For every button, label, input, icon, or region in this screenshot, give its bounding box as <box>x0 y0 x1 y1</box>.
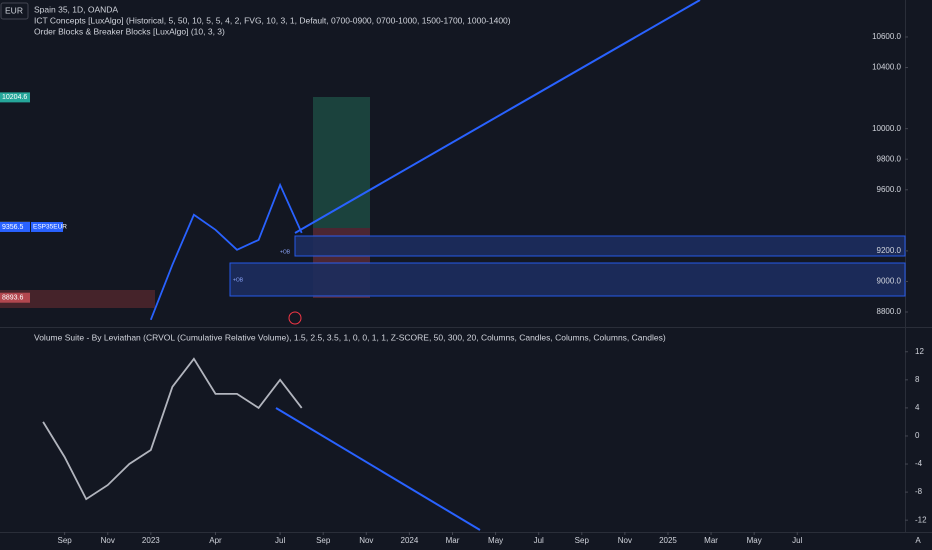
y-tick-label: 0 <box>915 431 920 440</box>
trend-line <box>275 407 481 531</box>
auto-scale[interactable]: A <box>915 536 921 545</box>
x-tick-label: 2023 <box>142 536 160 545</box>
y-tick-label: 9800.0 <box>877 154 902 163</box>
x-tick-label: May <box>747 536 762 545</box>
y-tick-label: -8 <box>915 487 923 496</box>
y-tick-label: 8800.0 <box>877 307 902 316</box>
event-icon[interactable] <box>288 311 302 325</box>
y-tick-label: 12 <box>915 347 924 356</box>
indicator[interactable]: Order Blocks & Breaker Blocks [LuxAlgo] … <box>34 26 225 36</box>
y-tick-label: 9200.0 <box>877 246 902 255</box>
price-tag <box>0 92 30 103</box>
zone-label: +OB <box>280 249 291 255</box>
y-tick-label: 10000.0 <box>872 124 901 133</box>
y-tick-label: 8 <box>915 375 920 384</box>
x-tick-label: Mar <box>704 536 718 545</box>
zone-label: +OB <box>233 277 244 283</box>
x-tick-label: Nov <box>101 536 115 545</box>
ticker-tag <box>31 221 63 232</box>
y-tick-label: 10600.0 <box>872 32 901 41</box>
price-tag-label: 10204.6 <box>2 94 27 101</box>
x-tick-label: Mar <box>446 536 460 545</box>
long-target <box>313 97 370 228</box>
x-tick-label: May <box>488 536 503 545</box>
x-tick-label: Jul <box>534 536 544 545</box>
indicator[interactable]: ICT Concepts [LuxAlgo] (Historical, 5, 5… <box>34 15 511 25</box>
x-tick-label: Nov <box>618 536 632 545</box>
bull-order-block <box>229 262 906 297</box>
trend-line <box>294 0 701 234</box>
price-tag <box>0 292 30 303</box>
y-tick-label: -4 <box>915 459 923 468</box>
y-tick-label: 9000.0 <box>877 277 902 286</box>
indicator[interactable]: Volume Suite - By Leviathan (CRVOL (Cumu… <box>34 332 666 342</box>
x-tick-label: Sep <box>316 536 331 545</box>
currency-box[interactable] <box>0 2 29 20</box>
x-tick-label: 2024 <box>401 536 419 545</box>
series-line <box>149 182 303 321</box>
y-tick-label: 10400.0 <box>872 63 901 72</box>
x-tick-label: 2025 <box>659 536 677 545</box>
x-tick-label: Sep <box>575 536 590 545</box>
x-tick-label: Sep <box>58 536 73 545</box>
price-tag-label: 8893.6 <box>2 295 24 302</box>
price-tag <box>0 221 30 232</box>
x-tick-label: Jul <box>275 536 285 545</box>
ticker-tag-label: ESP35EUR <box>33 224 67 231</box>
price-tag-label: 9356.5 <box>2 224 24 231</box>
x-tick-label: Jul <box>792 536 802 545</box>
x-tick-label: Nov <box>359 536 373 545</box>
bull-order-block <box>294 235 906 257</box>
y-tick-label: 9600.0 <box>877 185 902 194</box>
x-tick-label: Apr <box>209 536 222 545</box>
symbol: Spain 35, 1D, OANDA <box>34 4 118 14</box>
y-tick-label: -12 <box>915 515 927 524</box>
series-line <box>42 357 303 501</box>
order-block <box>0 290 155 308</box>
currency[interactable]: EUR <box>5 5 23 15</box>
y-tick-label: 4 <box>915 403 920 412</box>
